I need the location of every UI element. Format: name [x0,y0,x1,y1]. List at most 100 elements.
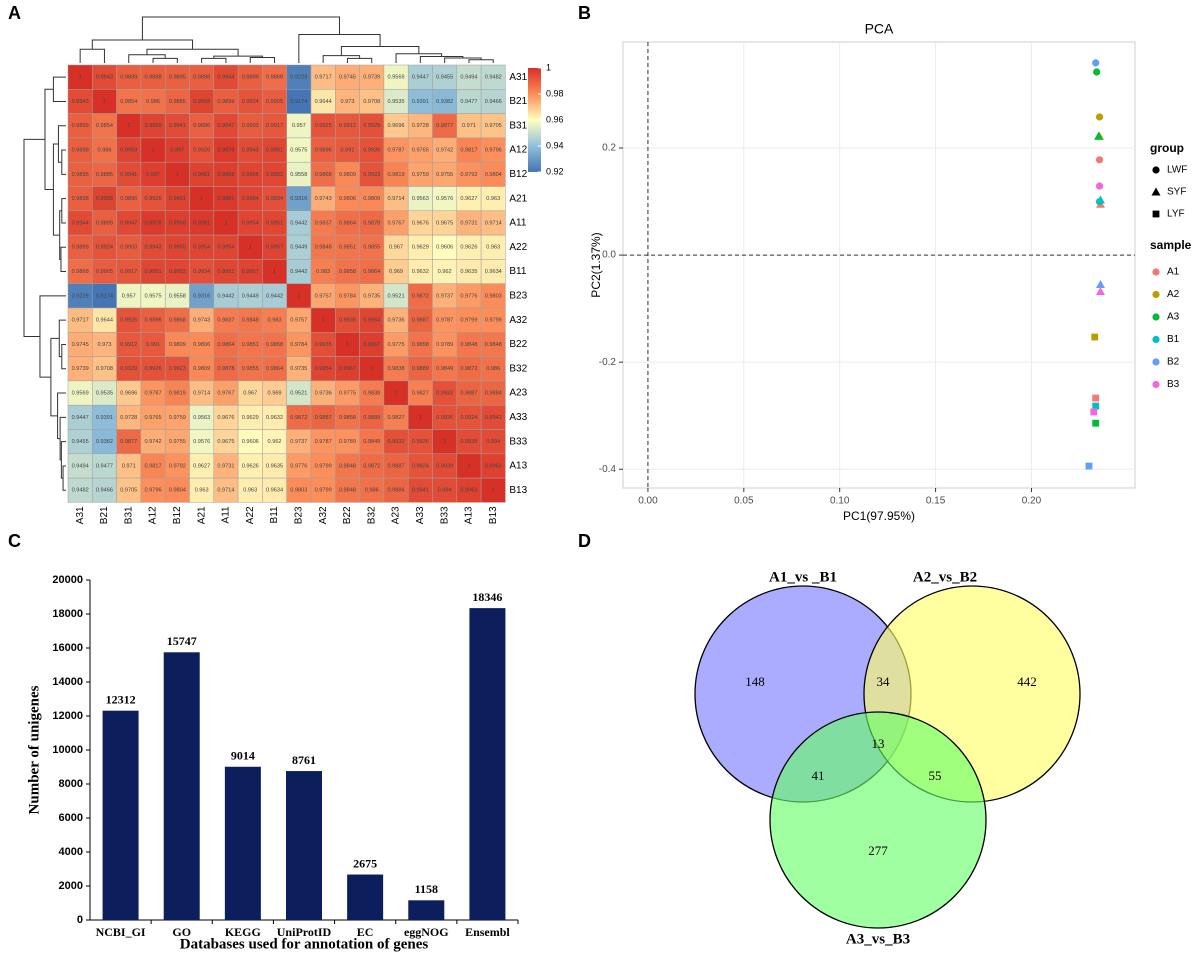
cell-label: 0.9382 [96,439,113,445]
cell-label: 0.9696 [387,123,404,129]
cell-label: 0.9954 [193,245,210,251]
cell-label: 0.9848 [242,318,259,324]
point [1152,210,1160,218]
cell-label: 0.9885 [96,172,113,178]
heatmap-cell [116,380,142,406]
cell-label: 0.963 [195,488,209,494]
heatmap-cell [67,283,93,309]
x-tick-label: KEGG [225,925,261,939]
cell-label: 0.9626 [460,245,477,251]
cell-label: 1 [151,148,154,154]
row-label: B33 [509,436,527,447]
cell-label: 1 [224,220,227,226]
heatmap-cell [407,113,433,139]
heatmap-cell [213,161,239,187]
cell-label: 0.986 [486,366,500,372]
cell-label: 0.9447 [72,415,89,421]
legend-label: LYF [1167,209,1185,220]
cell-label: 0.9569 [387,75,404,81]
cell-label: 0.9535 [387,99,404,105]
heatmap-cell [432,64,458,90]
heatmap-cell [407,210,433,236]
cell-label: 0.9827 [387,415,404,421]
heatmap-cell [359,332,385,357]
cell-label: 0.9955 [169,245,186,251]
x-tick-label: Ensembl [465,925,510,939]
heatmap-cell [335,64,360,90]
row-label: A22 [509,242,527,253]
cell-label: 0.9629 [412,245,429,251]
heatmap-cell [310,259,336,284]
heatmap-cell [480,477,506,503]
heatmap-cell [456,453,482,479]
x-tick-label: UniProtID [277,925,332,939]
cell-label: 0.9943 [96,75,113,81]
heatmap-cell [480,380,506,406]
heatmap-cell [67,113,93,139]
legend-title: sample [1150,238,1192,252]
heatmap-cell [67,307,93,333]
point [1095,280,1105,289]
heatmap-cell [116,89,142,114]
value-label: 9014 [231,749,255,763]
heatmap-cell [286,356,312,382]
legend-marker [1152,290,1160,299]
cell-label: 0.9944 [72,220,89,226]
cell-label: 0.9563 [193,415,210,421]
cell-label: 0.9896 [144,318,161,324]
y-tick-label: -0.4 [599,464,617,475]
cell-label: 1 [394,391,397,397]
cell-label: 1 [370,366,373,372]
cell-label: 1 [346,342,349,348]
cell-label: 0.9776 [460,293,477,299]
cell-label: 1 [322,318,325,324]
cell-label: 0.9959 [144,123,161,129]
cell-label: 0.9858 [412,342,429,348]
cell-label: 0.9759 [412,172,429,178]
region-count: 55 [929,768,942,783]
heatmap-cell [164,137,190,163]
cell-label: 0.9872 [412,293,429,299]
colorbar-label: 1 [546,62,551,72]
point [1090,408,1098,416]
legend-label: LWF [1167,165,1187,176]
column-label: A31 [75,506,86,524]
heatmap-cell [164,477,190,503]
cell-label: 0.9887 [412,318,429,324]
y-tick-label: 8000 [59,778,83,790]
cell-label: 1 [249,245,252,251]
cell-label: 0.9934 [266,196,283,202]
cell-label: 0.9924 [96,245,113,251]
heatmap-cell [480,259,506,284]
cell-label: 0.9789 [436,342,453,348]
heatmap-cell [383,64,409,90]
heatmap-cell [262,113,287,139]
cell-label: 0.9961 [193,172,210,178]
cell-label: 0.9606 [436,245,453,251]
cell-label: 0.986 [97,148,111,154]
heatmap-cell [189,234,215,260]
colorbar-label: 0.92 [546,166,564,176]
row-label: A13 [509,461,527,472]
heatmap-cell [383,307,409,333]
cell-label: 0.9787 [144,391,161,397]
cell-label: 0.9923 [363,172,380,178]
column-label: A21 [196,506,207,524]
y-tick-label: 18000 [52,608,83,620]
cell-label: 0.9838 [363,391,380,397]
point [1093,68,1101,76]
heatmap-cell [335,186,360,212]
cell-label: 0.967 [243,391,257,397]
column-label: B23 [293,506,304,524]
cell-label: 0.9951 [217,269,234,275]
point [1092,419,1100,427]
cell-label: 0.9714 [217,488,234,494]
row-label: B11 [509,266,526,277]
cell-label: 0.9792 [169,463,186,469]
cell-label: 0.9755 [436,172,453,178]
cell-label: 0.9755 [169,439,186,445]
cell-label: 0.9878 [363,220,380,226]
cell-label: 0.9858 [339,269,356,275]
heatmap-cell [383,186,409,212]
bar [163,652,200,920]
